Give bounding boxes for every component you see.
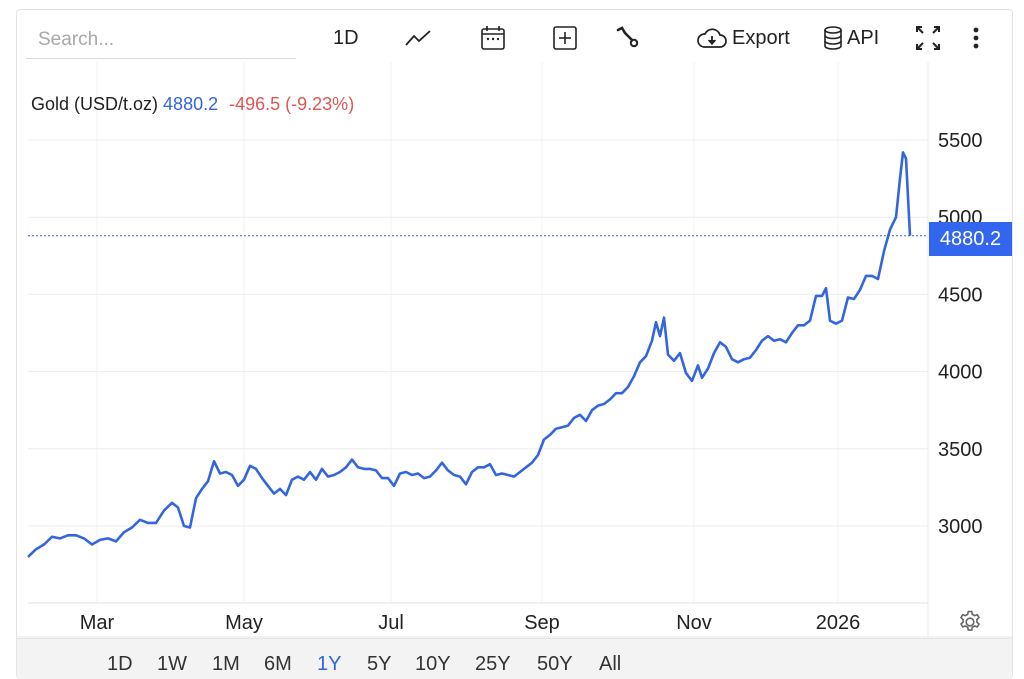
x-tick-label: Sep xyxy=(524,612,560,634)
range-selector: 1D 1W 1M 6M 1Y 5Y 10Y 25Y 50Y All xyxy=(17,638,1012,679)
export-label: Export xyxy=(732,26,790,49)
y-tick-label: 4000 xyxy=(938,362,983,384)
export-button[interactable]: Export xyxy=(696,22,790,54)
y-tick-label: 4500 xyxy=(938,284,983,306)
api-button[interactable]: API xyxy=(822,22,879,54)
search-input[interactable] xyxy=(26,24,308,56)
chart-settings-button[interactable] xyxy=(957,609,983,640)
chart-widget xyxy=(16,9,1013,679)
x-tick-label: 2026 xyxy=(816,612,861,634)
y-tick-label: 3500 xyxy=(938,439,983,461)
y-tick-label: 3000 xyxy=(938,516,983,538)
x-axis-labels: Mar May Jul Sep Nov 2026 xyxy=(80,612,860,634)
wrench-icon xyxy=(616,26,639,48)
vertical-gridlines xyxy=(96,62,839,603)
legend-price: 4880.2 xyxy=(163,94,219,114)
cloud-download-icon xyxy=(697,28,727,48)
api-label: API xyxy=(847,26,880,49)
legend-change: -496.5 (-9.23%) xyxy=(229,94,355,114)
tools-button[interactable] xyxy=(614,22,640,54)
fullscreen-button[interactable] xyxy=(914,22,942,54)
x-tick-label: Mar xyxy=(80,612,115,634)
current-price-badge: 4880.2 xyxy=(929,222,1012,256)
y-tick-label: 5500 xyxy=(938,130,983,152)
more-menu-button[interactable] xyxy=(970,22,982,54)
more-vertical-icon xyxy=(973,27,979,49)
legend-name: Gold (USD/t.oz) xyxy=(31,94,159,114)
x-tick-label: Jul xyxy=(378,612,404,634)
gear-icon xyxy=(959,610,981,631)
x-tick-label: May xyxy=(225,612,263,634)
database-icon xyxy=(824,26,842,50)
chart-type-button[interactable] xyxy=(404,22,432,54)
x-tick-label: Nov xyxy=(676,612,712,634)
chart-legend: Gold (USD/t.oz) 4880.2 -496.5 (-9.23%) xyxy=(31,94,354,115)
interval-label: 1D xyxy=(333,26,359,49)
calendar-icon xyxy=(481,26,505,50)
horizontal-gridlines xyxy=(28,139,928,527)
search-box[interactable] xyxy=(26,24,308,59)
fullscreen-icon xyxy=(916,26,940,50)
line-chart-icon xyxy=(405,30,431,46)
add-box-icon xyxy=(553,26,577,50)
compare-button[interactable] xyxy=(552,22,578,54)
date-range-button[interactable] xyxy=(480,22,506,54)
interval-button[interactable]: 1D xyxy=(333,22,359,54)
gold-price-line xyxy=(27,151,912,558)
